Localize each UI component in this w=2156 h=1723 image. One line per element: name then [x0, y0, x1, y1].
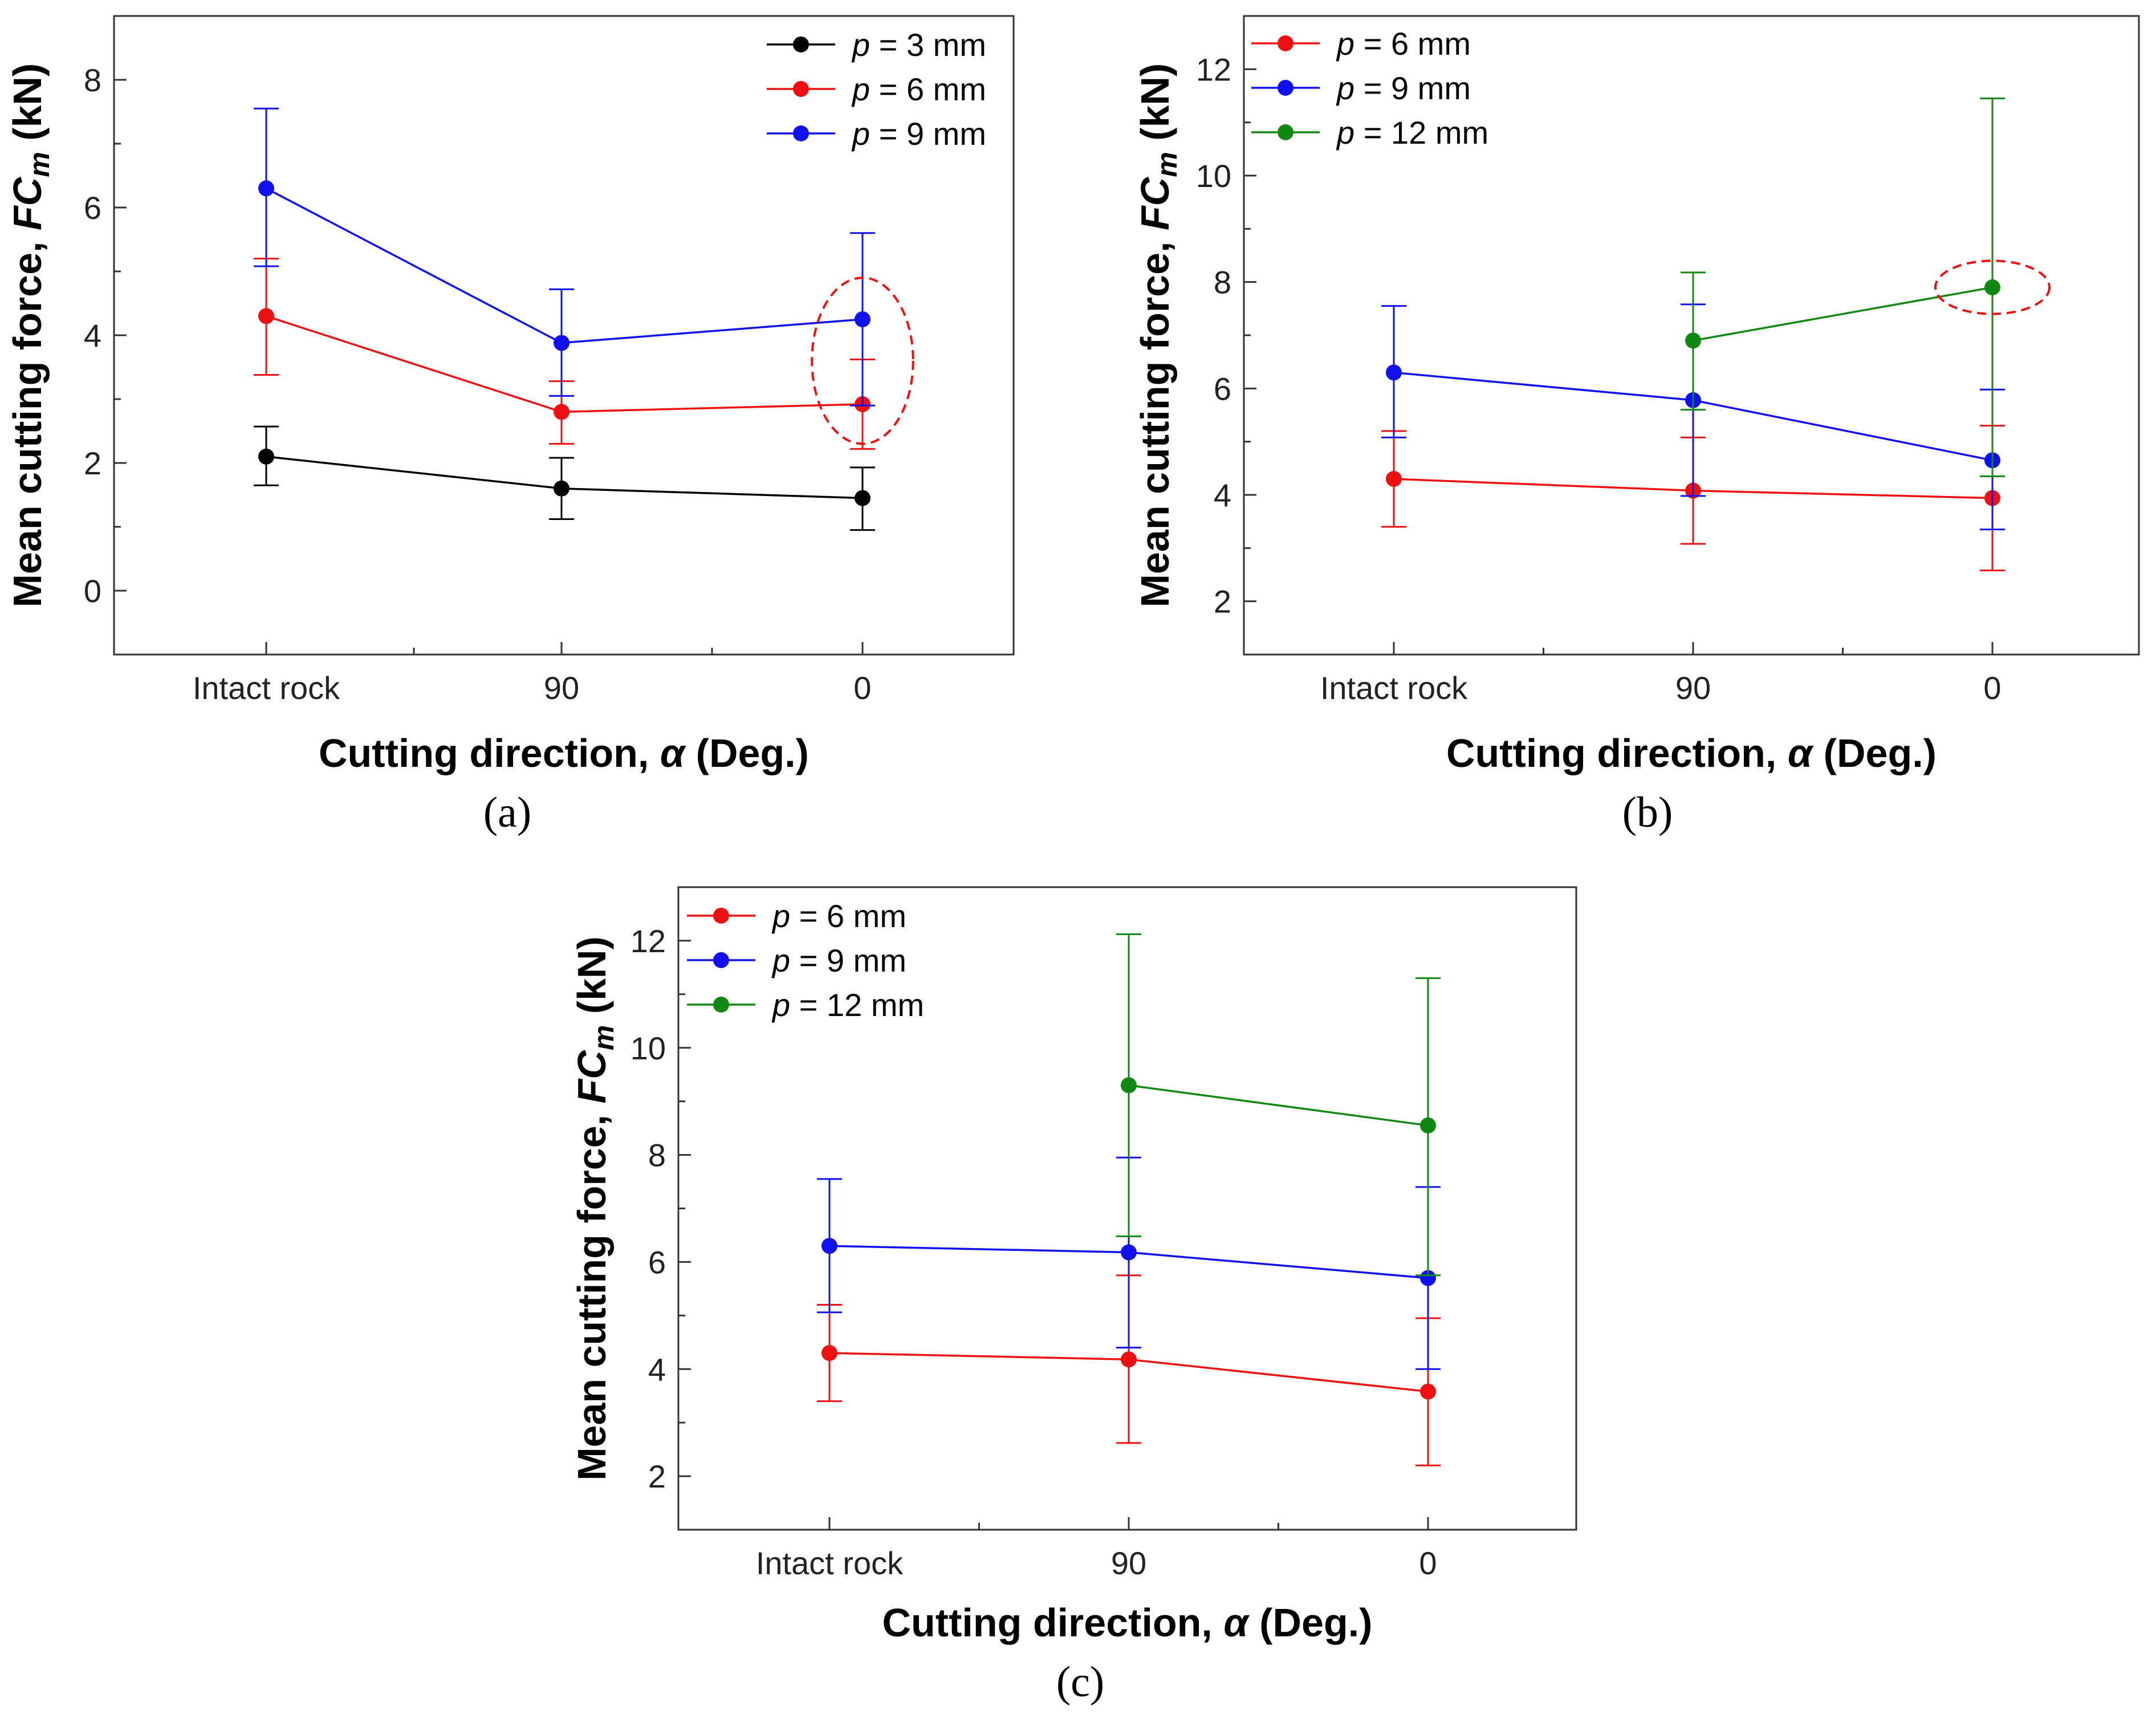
y-axis-title: Mean cutting force, FCm (kN): [5, 63, 55, 608]
data-point: [554, 335, 569, 351]
legend-label: p = 6 mm: [851, 71, 986, 107]
series-line: [266, 315, 863, 413]
chart-panel-c: 2 4 6 8 10 12 Intact rock 90 0 Cutting direction,…: [569, 886, 1577, 1706]
data-point: [1121, 1244, 1137, 1261]
legend-label: p = 9 mm: [851, 116, 986, 152]
legend-label: p = 9 mm: [1336, 70, 1471, 106]
y-tick-label: 4: [1214, 477, 1231, 513]
legend-label: p = 6 mm: [1336, 26, 1471, 62]
plot-frame: [113, 15, 1015, 656]
legend-label: p = 9 mm: [771, 942, 906, 978]
y-axis-title: Mean cutting force, FCm (kN): [569, 936, 620, 1481]
data-point: [821, 1345, 837, 1362]
highlight-marker: [811, 277, 914, 445]
x-tick-label: 90: [544, 670, 579, 706]
data-point: [1420, 1383, 1436, 1400]
legend-marker: [713, 908, 729, 924]
legend: p = 6 mm p = 9 mm p = 12 mm: [687, 898, 924, 1023]
data-point: [258, 180, 274, 197]
y-tick-label: 6: [648, 1244, 666, 1280]
panel-label: (b): [1622, 789, 1673, 836]
legend-marker: [793, 81, 809, 97]
legend-marker: [1278, 35, 1293, 51]
x-axis-title: Cutting direction, α (Deg.): [882, 1600, 1372, 1645]
x-axis-title: Cutting direction, α (Deg.): [319, 731, 809, 775]
y-tick-label: 2: [648, 1458, 666, 1494]
data-point: [821, 1238, 837, 1254]
data-point: [855, 311, 870, 327]
series-line: [1693, 286, 1993, 342]
y-tick-label: 2: [1214, 584, 1231, 620]
data-point: [1121, 1351, 1137, 1368]
x-axis-title: Cutting direction, α (Deg.): [1446, 731, 1937, 775]
data-point: [1685, 332, 1701, 349]
y-tick-label: 6: [84, 190, 101, 226]
data-point: [1420, 1270, 1436, 1286]
plot-frame: [677, 886, 1577, 1531]
data-point: [1984, 279, 2000, 295]
y-tick-label: 0: [84, 573, 101, 609]
panel-label: (a): [483, 789, 531, 836]
legend-label: p = 3 mm: [851, 27, 986, 63]
y-tick-label: 6: [1214, 371, 1231, 407]
data-point: [855, 490, 870, 506]
legend-label: p = 6 mm: [771, 898, 906, 934]
legend-marker: [793, 125, 809, 141]
x-tick-label: 90: [1675, 670, 1711, 706]
highlight-marker: [1934, 259, 2051, 315]
legend: p = 3 mm p = 6 mm p = 9 mm: [767, 27, 986, 152]
panel-label: (c): [1056, 1658, 1104, 1706]
chart-panel-a: 0 2 4 6 8 Intact rock 90 0 Cutting direction, α …: [5, 15, 1015, 836]
data-point: [554, 480, 569, 497]
y-axis-title: Mean cutting force, FCm (kN): [1133, 63, 1183, 608]
chart-panel-b: 2 4 6 8 10 12 Intact rock 90 0 Cutting direction,…: [1133, 15, 2140, 836]
data-point: [554, 404, 569, 420]
legend: p = 6 mm p = 9 mm p = 12 mm: [1251, 26, 1488, 151]
y-tick-label: 8: [648, 1137, 666, 1173]
x-tick-label: Intact rock: [1320, 670, 1468, 706]
legend-label: p = 12 mm: [1336, 115, 1488, 151]
x-tick-label: Intact rock: [756, 1545, 904, 1581]
data-point: [1121, 1077, 1137, 1094]
y-tick-label: 4: [84, 318, 101, 353]
series-p12: [1116, 933, 1441, 1277]
legend-marker: [713, 952, 729, 968]
y-tick-label: 10: [1196, 158, 1231, 194]
data-point: [1420, 1117, 1436, 1133]
x-tick-label: 0: [853, 670, 871, 706]
y-tick-label: 10: [630, 1030, 666, 1066]
legend-marker: [713, 997, 729, 1013]
legend-marker: [793, 36, 809, 52]
series-line: [266, 187, 863, 344]
y-tick-label: 12: [1196, 51, 1231, 87]
y-tick-label: 8: [1214, 265, 1231, 300]
x-tick-label: Intact rock: [193, 670, 340, 706]
x-tick-label: 90: [1111, 1545, 1146, 1581]
series-p6: [254, 258, 875, 450]
y-tick-label: 8: [84, 62, 101, 98]
y-tick-label: 12: [630, 923, 666, 959]
series-p12: [1681, 97, 2005, 477]
data-point: [258, 308, 274, 324]
data-point: [1386, 364, 1402, 381]
y-tick-label: 2: [84, 445, 101, 481]
data-point: [258, 448, 274, 465]
x-tick-label: 0: [1983, 670, 2001, 706]
series-p3: [254, 425, 875, 531]
series-line: [1128, 1084, 1429, 1127]
x-tick-label: 0: [1419, 1545, 1437, 1581]
legend-marker: [1278, 80, 1293, 96]
legend-marker: [1278, 124, 1293, 140]
series-p9: [254, 107, 875, 407]
data-point: [1386, 471, 1402, 487]
y-tick-label: 4: [648, 1351, 666, 1387]
legend-label: p = 12 mm: [771, 987, 924, 1023]
